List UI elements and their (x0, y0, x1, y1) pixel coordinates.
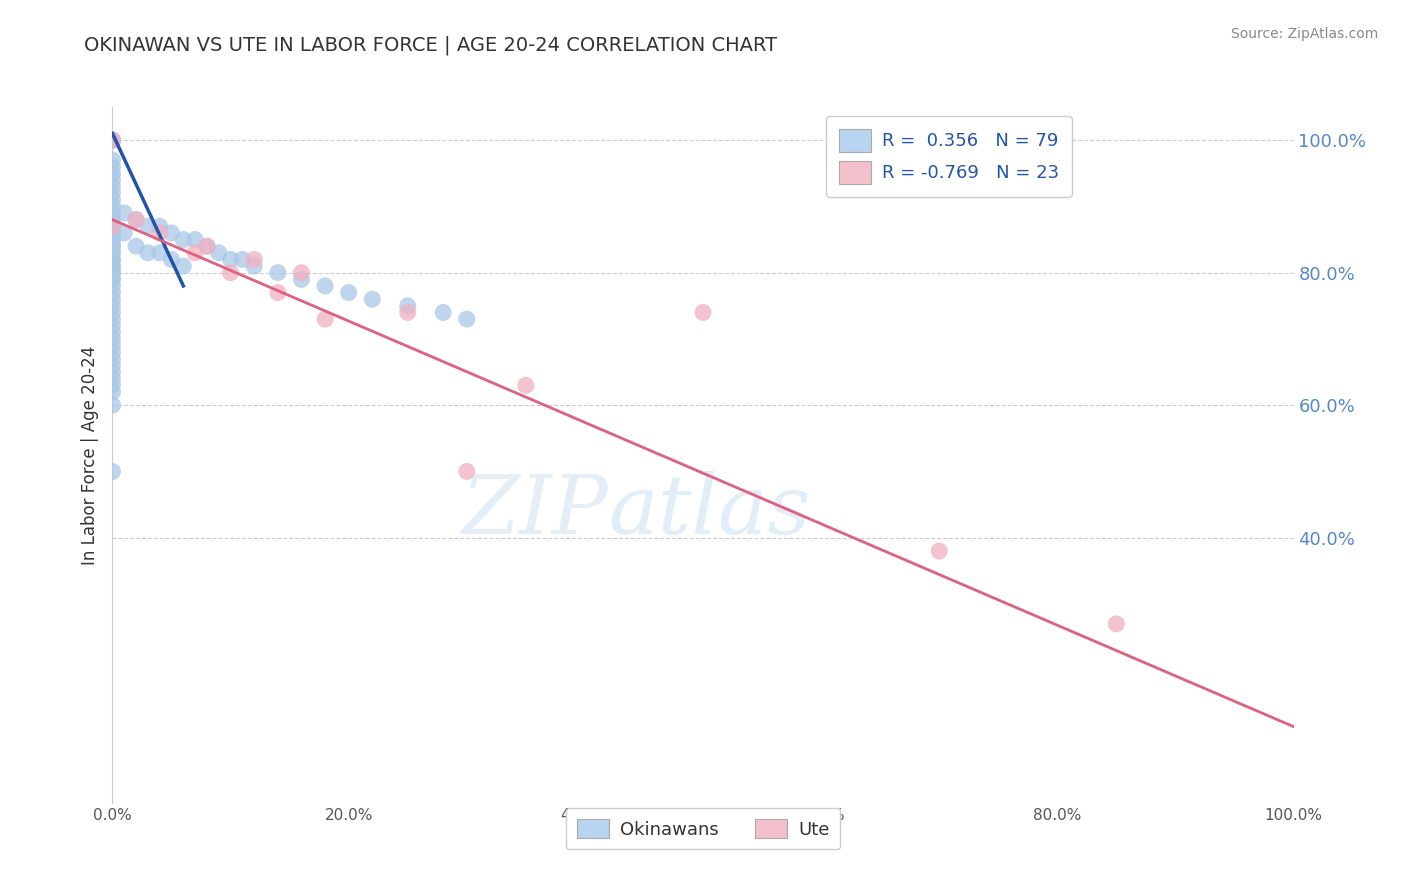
Point (101, 206, 124, 220)
Point (337, 285, 360, 300)
Point (101, 166, 124, 180)
Point (314, 279, 336, 293)
Point (160, 226, 183, 240)
Point (208, 245, 231, 260)
Point (361, 292, 384, 306)
Point (101, 279, 124, 293)
Point (125, 212, 148, 227)
Point (149, 219, 172, 234)
Point (101, 285, 124, 300)
Point (125, 239, 148, 253)
Point (101, 378, 124, 392)
Point (101, 153, 124, 167)
Point (290, 272, 312, 286)
Point (101, 193, 124, 207)
Point (125, 212, 148, 227)
Point (149, 245, 172, 260)
Text: Source: ZipAtlas.com: Source: ZipAtlas.com (1230, 27, 1378, 41)
Point (101, 245, 124, 260)
Point (101, 252, 124, 267)
Point (101, 326, 124, 340)
Point (101, 133, 124, 147)
Point (101, 259, 124, 273)
Point (149, 226, 172, 240)
Point (396, 299, 419, 313)
Text: OKINAWAN VS UTE IN LABOR FORCE | AGE 20-24 CORRELATION CHART: OKINAWAN VS UTE IN LABOR FORCE | AGE 20-… (84, 36, 778, 55)
Point (112, 206, 135, 220)
Point (231, 252, 253, 267)
Point (928, 544, 950, 558)
Point (101, 365, 124, 379)
Point (101, 318, 124, 333)
Point (101, 239, 124, 253)
Point (101, 465, 124, 479)
Point (101, 272, 124, 286)
Point (101, 186, 124, 201)
Point (101, 226, 124, 240)
Point (195, 239, 218, 253)
Point (101, 305, 124, 319)
Point (219, 252, 242, 267)
Point (172, 259, 194, 273)
Point (101, 338, 124, 352)
Point (101, 345, 124, 359)
Point (101, 272, 124, 286)
Point (101, 212, 124, 227)
Point (101, 351, 124, 366)
Point (101, 239, 124, 253)
Point (692, 305, 714, 319)
Point (243, 252, 266, 267)
Point (432, 305, 454, 319)
Point (136, 219, 159, 234)
Point (136, 245, 159, 260)
Y-axis label: In Labor Force | Age 20-24: In Labor Force | Age 20-24 (80, 345, 98, 565)
Point (101, 219, 124, 234)
Legend: Okinawans, Ute: Okinawans, Ute (565, 808, 841, 849)
Point (101, 398, 124, 412)
Text: ZIP: ZIP (461, 471, 609, 550)
Point (101, 312, 124, 326)
Point (290, 266, 312, 280)
Point (101, 332, 124, 346)
Point (101, 160, 124, 174)
Point (456, 465, 478, 479)
Point (101, 359, 124, 373)
Point (101, 384, 124, 399)
Point (101, 252, 124, 267)
Point (101, 179, 124, 194)
Point (172, 233, 194, 247)
Point (101, 266, 124, 280)
Point (184, 233, 207, 247)
Point (195, 239, 218, 253)
Point (396, 305, 419, 319)
Point (101, 245, 124, 260)
Point (101, 226, 124, 240)
Point (184, 245, 207, 260)
Point (456, 312, 478, 326)
Point (101, 259, 124, 273)
Point (101, 372, 124, 386)
Point (243, 259, 266, 273)
Point (515, 378, 537, 392)
Point (101, 133, 124, 147)
Point (267, 266, 290, 280)
Point (160, 252, 183, 267)
Point (101, 292, 124, 306)
Point (112, 226, 135, 240)
Point (101, 266, 124, 280)
Point (101, 233, 124, 247)
Point (267, 285, 290, 300)
Text: atlas: atlas (609, 471, 811, 550)
Point (1105, 616, 1128, 631)
Point (101, 219, 124, 234)
Point (101, 133, 124, 147)
Point (219, 266, 242, 280)
Point (101, 199, 124, 213)
Point (101, 219, 124, 234)
Point (101, 233, 124, 247)
Point (314, 312, 336, 326)
Point (101, 299, 124, 313)
Point (101, 173, 124, 187)
Point (101, 133, 124, 147)
